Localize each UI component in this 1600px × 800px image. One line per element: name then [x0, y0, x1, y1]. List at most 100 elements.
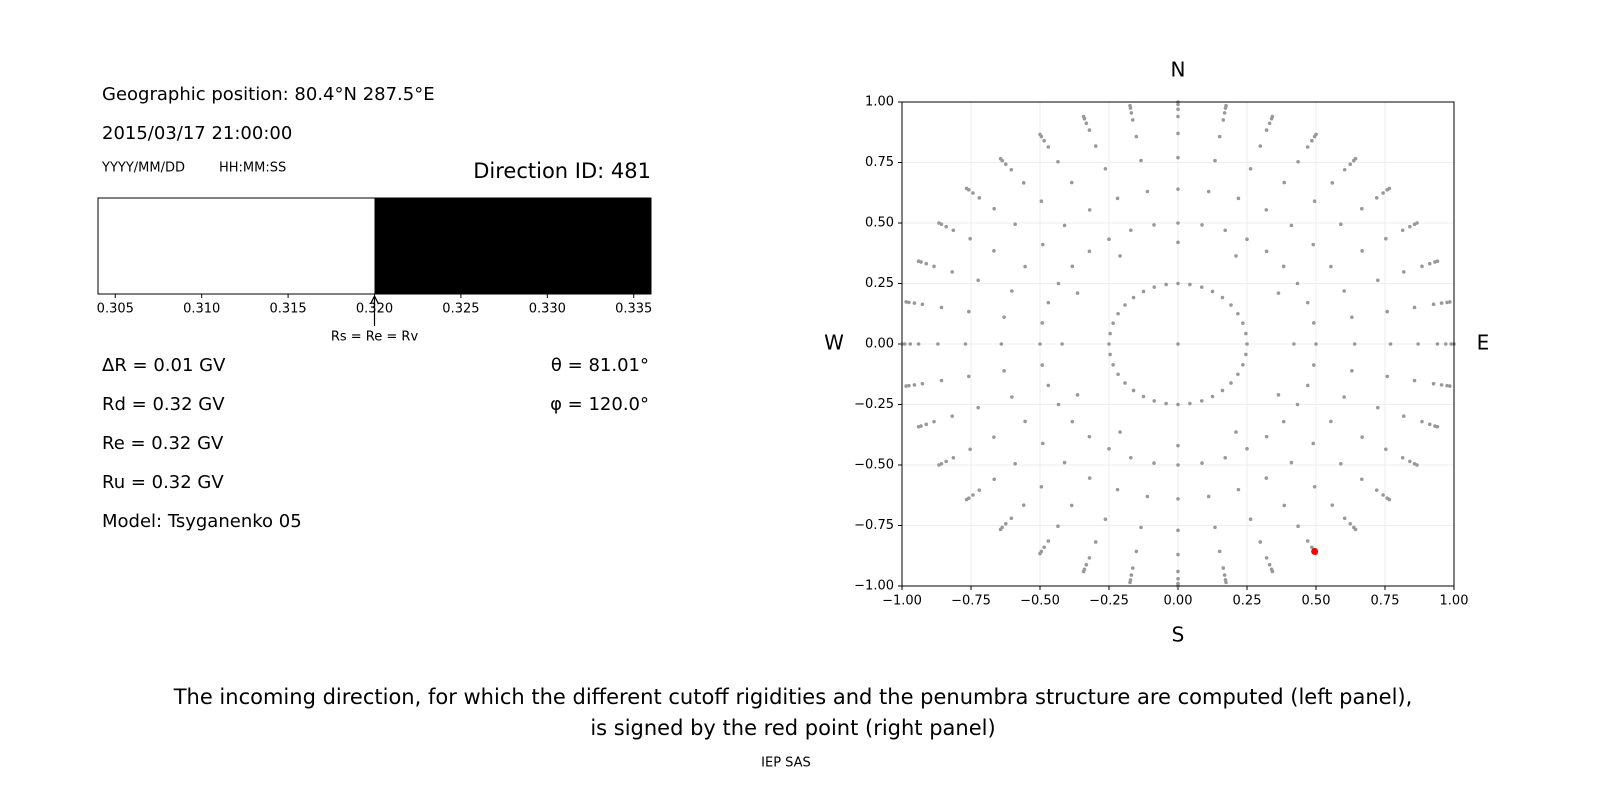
direction-point — [904, 300, 908, 304]
direction-point — [1200, 461, 1204, 465]
direction-point — [1021, 181, 1026, 185]
direction-point — [999, 342, 1004, 346]
rd: Rd = 0.32 GV — [102, 394, 225, 415]
direction-point — [1258, 540, 1263, 544]
direction-point — [1176, 131, 1180, 136]
direction-point — [992, 249, 996, 253]
direction-point — [1234, 254, 1238, 258]
direction-point — [1330, 181, 1335, 185]
direction-point — [1435, 259, 1440, 264]
direction-point — [1107, 446, 1111, 451]
direction-point — [1220, 295, 1225, 300]
direction-point — [1009, 167, 1014, 172]
direction-point — [1217, 134, 1222, 139]
direction-point — [1118, 430, 1122, 434]
direction-point — [1176, 528, 1180, 533]
direction-point — [964, 186, 969, 191]
direction-point — [1141, 289, 1146, 294]
direction-point — [1353, 527, 1358, 532]
direction-point — [1200, 223, 1204, 227]
direction-point — [1223, 455, 1227, 460]
direction-point — [1164, 401, 1168, 406]
direction-point — [1385, 374, 1390, 379]
direction-point — [1062, 460, 1067, 465]
direction-point — [908, 342, 913, 346]
x-tick-label: 0.315 — [269, 302, 306, 317]
direction-point — [1210, 394, 1215, 399]
direction-point — [1046, 300, 1051, 305]
direction-point — [1448, 384, 1452, 388]
direction-point — [1107, 237, 1111, 242]
direction-point — [1330, 503, 1335, 507]
direction-point — [1415, 463, 1419, 467]
direction-point — [1312, 199, 1317, 204]
direction-point — [1069, 180, 1074, 185]
direction-point — [907, 300, 911, 305]
marker-arrowhead — [369, 294, 380, 305]
direction-point — [1415, 221, 1419, 225]
direction-point — [1305, 539, 1310, 543]
direction-point — [1129, 228, 1133, 233]
direction-point — [1009, 516, 1014, 521]
marker-label: Rs = Re = Rv — [331, 330, 419, 345]
x-tick-label: 0.25 — [1233, 594, 1262, 609]
direction-point — [992, 435, 996, 439]
direction-point — [1439, 301, 1444, 305]
direction-point — [1264, 476, 1269, 480]
direction-point — [1139, 158, 1143, 163]
direction-point — [1224, 580, 1228, 585]
direction-point — [1176, 240, 1180, 245]
direction-point — [1276, 393, 1281, 397]
direction-point — [916, 259, 921, 264]
direction-point — [1310, 545, 1314, 550]
direction-point — [1311, 441, 1316, 446]
direction-point — [1217, 549, 1222, 554]
selected-direction — [1311, 547, 1319, 555]
direction-point — [1312, 484, 1317, 489]
direction-point — [1270, 114, 1275, 119]
direction-point — [1342, 167, 1347, 172]
direction-point — [936, 342, 940, 346]
direction-point — [1107, 342, 1111, 346]
direction-point — [1003, 162, 1008, 166]
direction-point — [1152, 223, 1156, 227]
direction-point — [1236, 311, 1240, 316]
direction-point — [944, 224, 948, 229]
direction-point — [1245, 342, 1249, 346]
direction-point — [992, 477, 996, 482]
direction-point — [1289, 460, 1294, 465]
y-tick-label: 0.00 — [865, 337, 894, 352]
direction-point — [1056, 524, 1060, 529]
direction-point — [1374, 488, 1379, 492]
direction-point — [1103, 517, 1108, 522]
compass-w: W — [824, 331, 844, 355]
direction-point — [1176, 107, 1180, 112]
direction-point — [1176, 443, 1180, 448]
direction-point — [1081, 569, 1086, 574]
direction-point — [1129, 455, 1133, 460]
direction-point — [1282, 503, 1287, 508]
direction-point — [1348, 162, 1353, 166]
direction-point — [1141, 394, 1146, 399]
direction-point — [1002, 369, 1006, 373]
direction-point — [1075, 291, 1080, 295]
direction-point — [950, 414, 955, 418]
direction-point — [1039, 199, 1044, 204]
direction-point — [1241, 321, 1245, 325]
y-tick-label: 1.00 — [865, 95, 894, 110]
direction-point — [1130, 566, 1135, 570]
direction-point — [1116, 311, 1120, 316]
x-tick-label: 1.00 — [1440, 594, 1469, 609]
direction-point — [1387, 186, 1392, 191]
direction-point — [1292, 342, 1296, 346]
direction-point — [1311, 321, 1316, 325]
direction-point — [966, 374, 971, 379]
direction-point — [1176, 221, 1180, 225]
direction-point — [1427, 261, 1432, 266]
direction-point — [937, 221, 941, 225]
direction-point — [1056, 159, 1060, 164]
direction-point — [1353, 156, 1358, 161]
direction-point — [1038, 551, 1042, 556]
direction-point — [1258, 144, 1263, 148]
